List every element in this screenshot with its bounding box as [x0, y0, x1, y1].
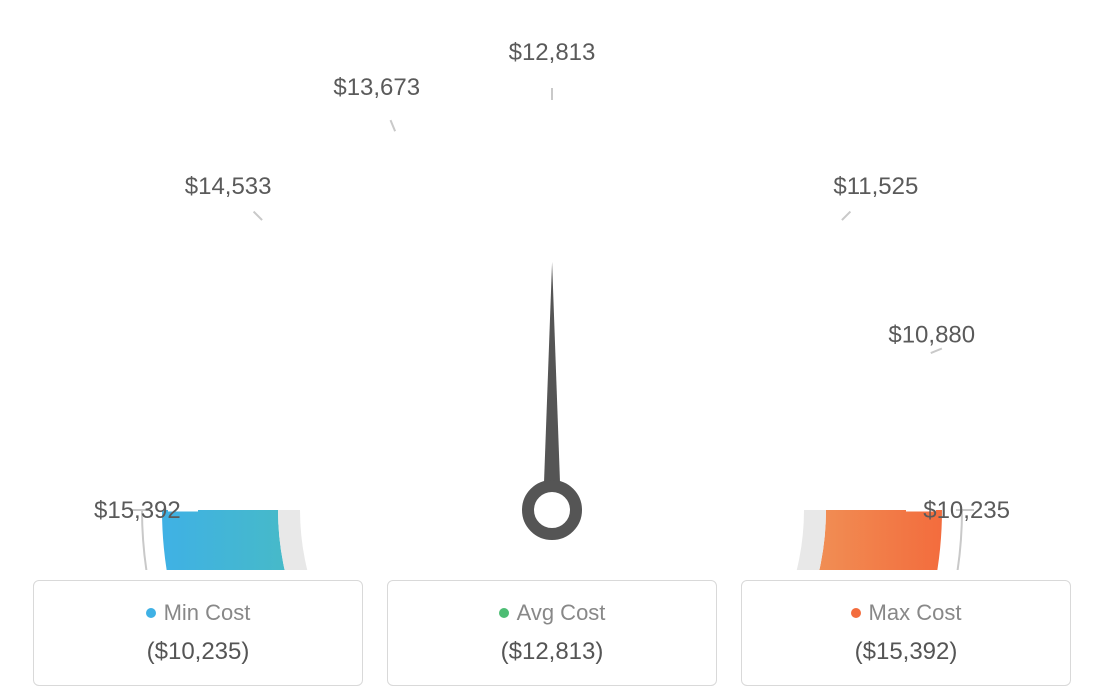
gauge-needle	[543, 262, 561, 510]
gauge-wrapper: $10,235 $10,880 $11,525 $12,813 $13,673 $14,5…	[0, 10, 1104, 570]
gauge-chart: $10,235 $10,880 $11,525 $12,813 $13,673 $14,5…	[0, 10, 1104, 570]
legend-value: ($12,813)	[501, 638, 604, 666]
gauge-tick-label: $11,525	[833, 173, 918, 200]
gauge-tick-label: $10,880	[888, 322, 975, 349]
dot-icon	[499, 608, 509, 618]
gauge-tick-label: $14,533	[185, 173, 272, 200]
legend-value: ($15,392)	[855, 638, 958, 666]
gauge-tick-label: $13,673	[333, 74, 420, 101]
legend-label: Max Cost	[869, 600, 962, 626]
legend-title-row: Min Cost	[146, 600, 251, 626]
legend-label: Avg Cost	[517, 600, 606, 626]
legend-title-row: Max Cost	[851, 600, 962, 626]
gauge-tick-label: $15,392	[94, 497, 181, 524]
legend-label: Min Cost	[164, 600, 251, 626]
legend-min-cost: Min Cost ($10,235)	[33, 580, 363, 686]
gauge-tick-label: $12,813	[509, 39, 596, 66]
legend-avg-cost: Avg Cost ($12,813)	[387, 580, 717, 686]
dot-icon	[146, 608, 156, 618]
legend-value: ($10,235)	[147, 638, 250, 666]
legend-row: Min Cost ($10,235) Avg Cost ($12,813) Ma…	[0, 580, 1104, 686]
legend-max-cost: Max Cost ($15,392)	[741, 580, 1071, 686]
legend-title-row: Avg Cost	[499, 600, 606, 626]
gauge-tick-label: $10,235	[923, 497, 1010, 524]
dot-icon	[851, 608, 861, 618]
cost-gauge-container: $10,235 $10,880 $11,525 $12,813 $13,673 $14,5…	[0, 0, 1104, 690]
gauge-hub	[528, 486, 576, 534]
